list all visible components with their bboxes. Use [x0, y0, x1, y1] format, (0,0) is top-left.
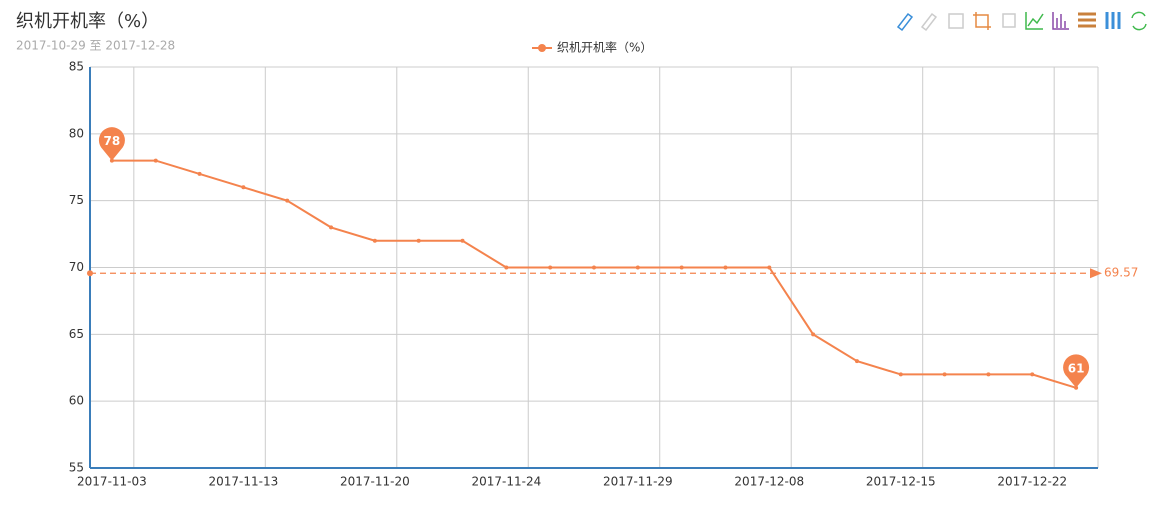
y-tick-label: 65	[69, 327, 84, 341]
chart-title: 织机开机率（%）	[16, 11, 159, 32]
point	[723, 265, 728, 270]
x-tick-label: 2017-11-03	[77, 475, 147, 489]
tool-line[interactable]	[1025, 12, 1044, 30]
y-tick-label: 85	[69, 60, 84, 74]
point	[767, 265, 772, 270]
point	[942, 372, 947, 377]
legend-dot	[538, 44, 546, 52]
y-tick-label: 75	[69, 193, 84, 207]
average-arrow	[1090, 268, 1102, 279]
pin	[98, 127, 125, 161]
tool-bar[interactable]	[1052, 12, 1069, 30]
tool-mark[interactable]	[896, 12, 914, 32]
x-tick-label: 2017-11-20	[340, 475, 410, 489]
y-tick-label: 55	[69, 461, 84, 475]
point	[460, 238, 465, 243]
x-tick-label: 2017-12-22	[997, 475, 1067, 489]
tool-tiled[interactable]	[1105, 12, 1121, 29]
y-tick-label: 60	[69, 394, 84, 408]
point	[592, 265, 596, 270]
legend-label: 织机开机率（%）	[557, 40, 652, 55]
line	[111, 159, 1077, 389]
point	[635, 265, 640, 270]
point	[811, 332, 816, 337]
tool-mark-undo[interactable]	[920, 12, 938, 32]
x-tick-label: 2017-12-15	[866, 475, 936, 489]
point	[153, 158, 158, 163]
y-tick-label: 80	[69, 126, 84, 140]
x-tick-label: 2017-11-13	[209, 475, 279, 489]
point	[548, 265, 553, 270]
point	[285, 198, 290, 203]
point	[197, 171, 202, 176]
point	[416, 238, 421, 243]
chart-subtitle: 2017-10-29 至 2017-12-28	[16, 39, 175, 53]
toolbox[interactable]	[896, 11, 1147, 32]
point	[241, 185, 246, 190]
y-tick-label: 70	[69, 260, 84, 274]
average-start	[87, 270, 93, 277]
point	[898, 372, 903, 377]
average-label: 69.57	[1104, 266, 1138, 280]
pin	[1063, 354, 1090, 388]
x-tick-label: 2017-12-08	[734, 475, 804, 489]
tool-zoom-back[interactable]	[1002, 13, 1016, 28]
point	[372, 238, 377, 243]
x-tick-label: 2017-11-29	[603, 475, 673, 489]
tool-restore[interactable]	[1131, 11, 1147, 31]
point	[504, 265, 509, 270]
point	[679, 265, 684, 270]
tool-stack[interactable]	[1078, 12, 1096, 28]
x-tick-label: 2017-11-24	[471, 475, 541, 489]
tool-zoom[interactable]	[973, 12, 991, 30]
pin-label: 61	[1068, 361, 1085, 375]
tool-mark-clear[interactable]	[948, 13, 964, 29]
pin-label: 78	[104, 134, 121, 148]
point	[854, 359, 859, 364]
point	[986, 372, 991, 377]
point	[1030, 372, 1035, 377]
point	[329, 225, 334, 230]
